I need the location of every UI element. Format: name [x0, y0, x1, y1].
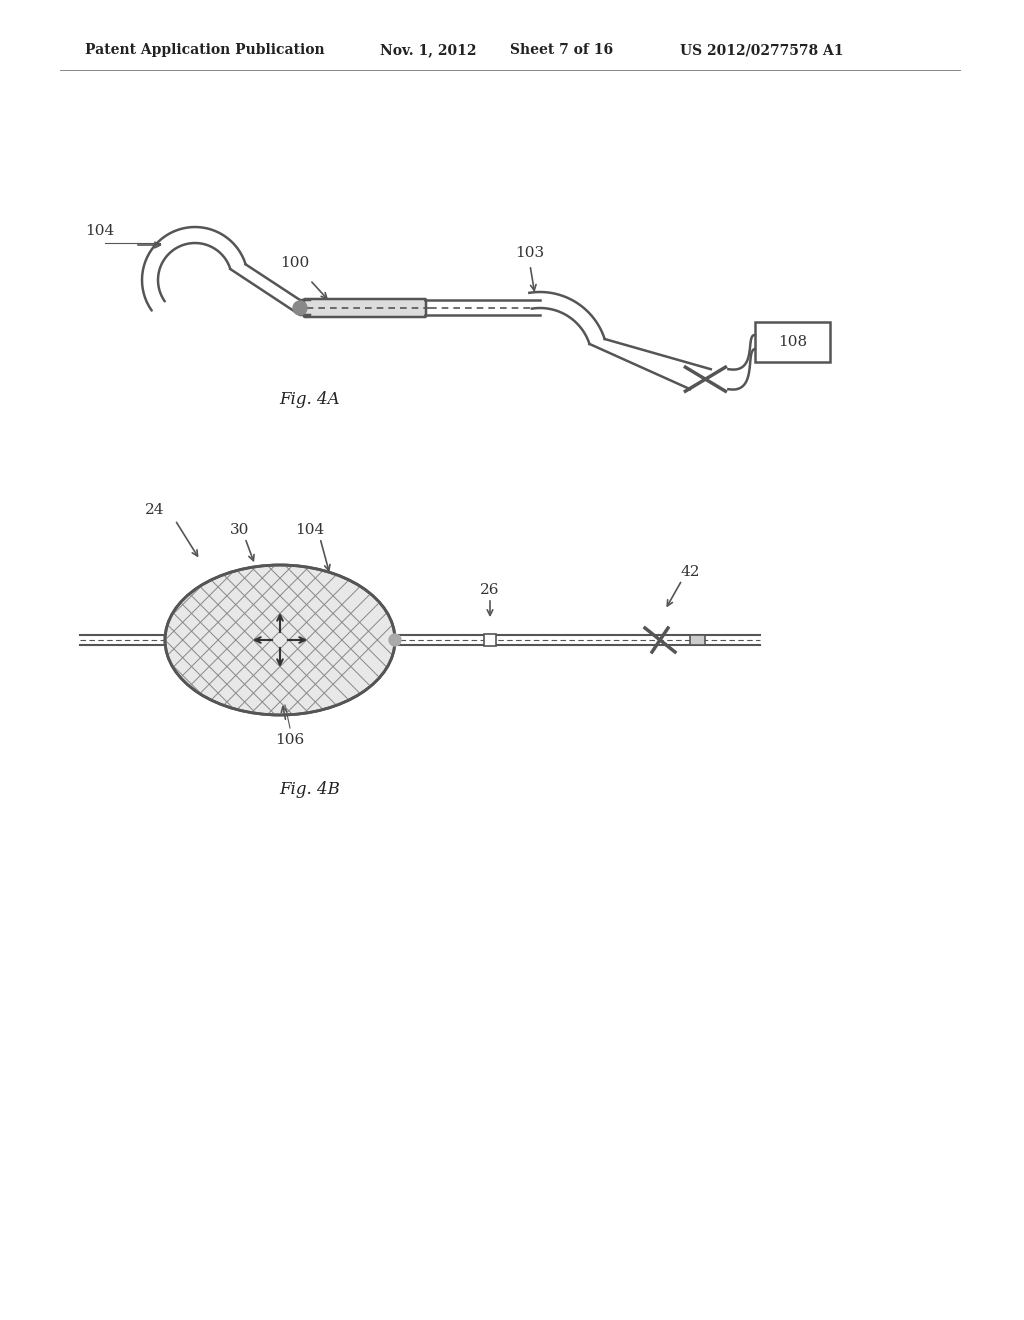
- Circle shape: [293, 301, 307, 315]
- Text: 100: 100: [281, 256, 309, 271]
- Text: 24: 24: [145, 503, 165, 517]
- FancyBboxPatch shape: [690, 635, 705, 645]
- Ellipse shape: [165, 565, 395, 715]
- Text: 106: 106: [275, 733, 304, 747]
- Text: 103: 103: [515, 246, 545, 260]
- Text: Fig. 4B: Fig. 4B: [280, 781, 340, 799]
- Text: 104: 104: [295, 523, 325, 537]
- Text: Nov. 1, 2012: Nov. 1, 2012: [380, 44, 476, 57]
- Text: US 2012/0277578 A1: US 2012/0277578 A1: [680, 44, 844, 57]
- Text: 108: 108: [778, 335, 807, 348]
- Text: Fig. 4A: Fig. 4A: [280, 392, 340, 408]
- Text: 104: 104: [85, 224, 115, 238]
- Text: Sheet 7 of 16: Sheet 7 of 16: [510, 44, 613, 57]
- Circle shape: [389, 634, 401, 645]
- Text: 42: 42: [680, 565, 699, 579]
- Text: 26: 26: [480, 583, 500, 597]
- FancyBboxPatch shape: [755, 322, 830, 362]
- Text: 30: 30: [230, 523, 250, 537]
- FancyBboxPatch shape: [484, 634, 496, 645]
- FancyBboxPatch shape: [304, 300, 426, 317]
- Text: Patent Application Publication: Patent Application Publication: [85, 44, 325, 57]
